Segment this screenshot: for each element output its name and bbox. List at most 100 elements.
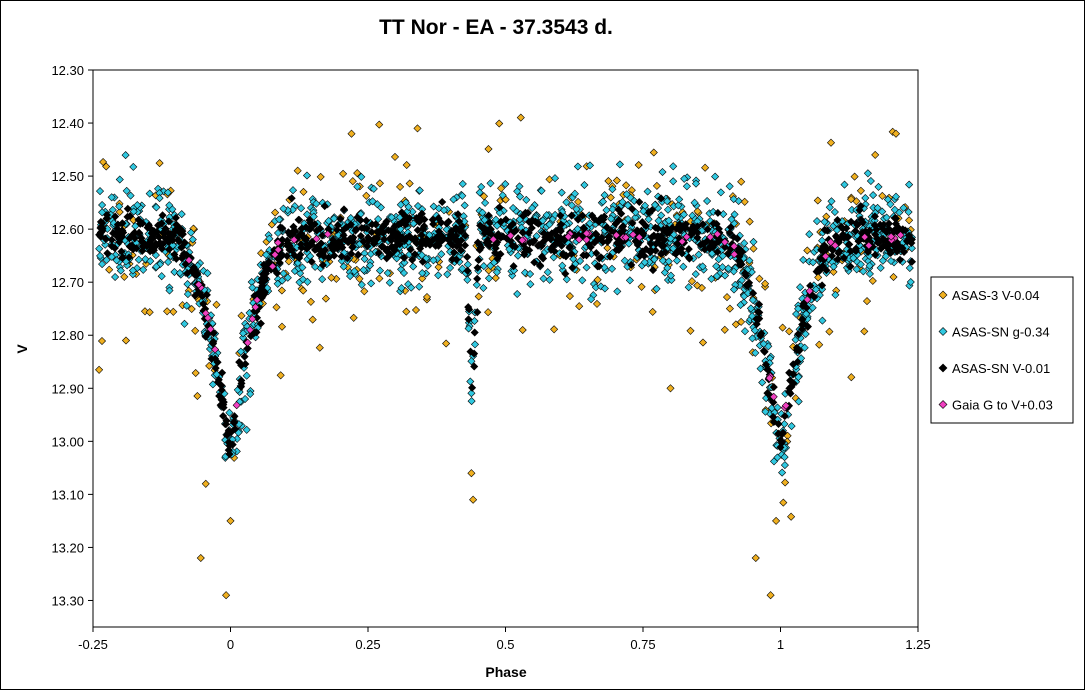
data-point [755, 300, 764, 309]
data-point [722, 293, 732, 302]
legend-marker [938, 290, 948, 300]
data-point [311, 262, 320, 271]
data-point [466, 377, 475, 386]
data-point [105, 265, 114, 274]
data-point [218, 368, 227, 377]
data-point [881, 252, 890, 261]
data-point [805, 287, 814, 296]
data-point [740, 197, 749, 206]
data-point [279, 204, 288, 213]
data-point [412, 213, 421, 223]
data-point [511, 226, 520, 235]
data-point [278, 235, 287, 244]
data-point [789, 370, 798, 379]
data-point [232, 401, 241, 410]
data-point [904, 207, 913, 217]
data-point [405, 250, 414, 259]
data-point [217, 386, 226, 395]
data-point [101, 240, 110, 249]
data-point [691, 270, 700, 279]
data-point [112, 256, 121, 265]
data-point [240, 352, 249, 361]
data-point [463, 266, 472, 275]
data-point [798, 320, 807, 329]
data-point [429, 220, 438, 229]
data-point [814, 273, 823, 282]
data-point [312, 234, 321, 243]
data-point [573, 162, 582, 171]
data-point [420, 222, 429, 231]
data-point [827, 197, 836, 206]
data-point [303, 277, 312, 286]
data-point [453, 210, 463, 219]
data-point [154, 221, 163, 230]
data-point [851, 246, 861, 256]
data-point [675, 220, 684, 229]
data-point [260, 290, 269, 299]
data-point [95, 244, 104, 253]
data-point [374, 248, 383, 258]
data-point [680, 174, 689, 183]
data-point [473, 308, 482, 317]
data-point [549, 253, 558, 262]
data-point [801, 329, 810, 339]
data-point [95, 187, 105, 196]
data-point [263, 261, 272, 270]
data-point [874, 238, 884, 247]
data-point [853, 220, 862, 230]
data-point [628, 230, 638, 239]
data-point [165, 286, 174, 295]
data-point [729, 285, 739, 294]
data-point [633, 240, 642, 249]
data-point [644, 215, 653, 224]
data-point [578, 211, 587, 220]
data-point [442, 339, 451, 348]
data-point [387, 213, 396, 222]
data-point [713, 247, 722, 257]
data-point [561, 269, 570, 278]
data-point [384, 226, 393, 235]
data-point [152, 262, 161, 271]
data-point [96, 251, 105, 260]
data-point [779, 498, 788, 507]
data-point [785, 368, 794, 377]
data-point [316, 224, 325, 233]
data-point [367, 228, 376, 237]
data-point [592, 299, 602, 308]
x-tick-label: 1 [777, 637, 784, 652]
data-point [545, 220, 554, 229]
data-point [631, 213, 640, 222]
data-point [575, 302, 584, 311]
data-point [543, 268, 552, 277]
data-point [567, 211, 576, 220]
data-point [479, 283, 488, 293]
data-point [116, 266, 125, 275]
data-point [557, 241, 566, 250]
data-point [671, 249, 680, 258]
data-point [755, 308, 764, 317]
data-point [799, 255, 808, 264]
data-point [623, 214, 633, 224]
data-point [811, 285, 820, 294]
data-point [299, 187, 308, 196]
data-point [826, 138, 836, 147]
data-point [362, 216, 371, 225]
data-point [780, 453, 789, 462]
data-point [760, 347, 769, 356]
data-point [698, 262, 707, 271]
data-point [736, 300, 745, 310]
data-point [607, 264, 617, 273]
data-point [527, 223, 536, 233]
data-point [684, 245, 693, 254]
data-point [318, 275, 327, 284]
data-point [271, 208, 280, 217]
data-point [276, 371, 285, 380]
data-point [211, 364, 220, 373]
data-point [367, 279, 376, 288]
data-point [549, 241, 558, 250]
data-point [128, 230, 137, 239]
data-point [862, 297, 872, 306]
legend-label: ASAS-3 V-0.04 [952, 288, 1039, 303]
data-point [303, 210, 312, 219]
data-point [542, 211, 551, 220]
